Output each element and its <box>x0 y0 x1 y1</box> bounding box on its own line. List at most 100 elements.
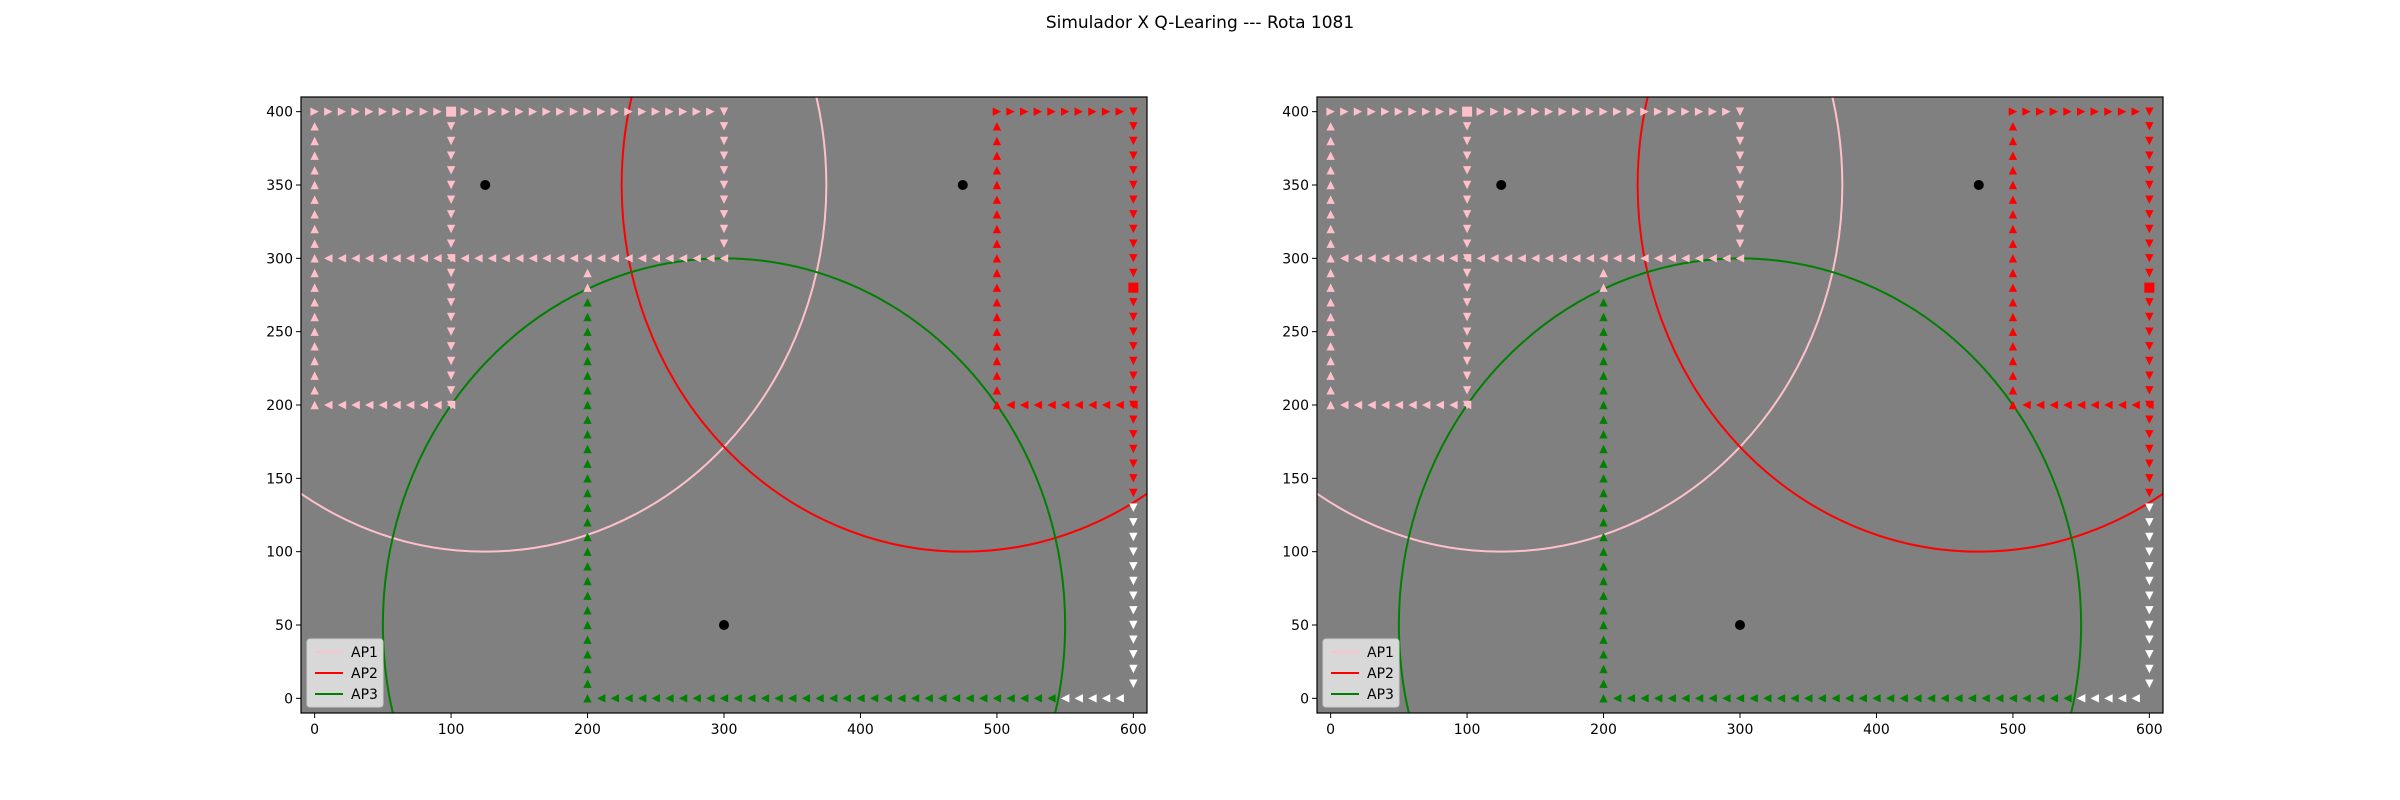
route-marker <box>378 400 388 410</box>
route-marker <box>610 694 620 703</box>
route-marker <box>1435 107 1445 116</box>
route-marker <box>351 107 360 116</box>
route-marker <box>1326 195 1335 204</box>
y-tick-label: 200 <box>266 398 293 414</box>
route-marker <box>1599 268 1608 278</box>
route-marker <box>651 254 660 263</box>
route-marker <box>2008 136 2018 146</box>
route-marker <box>2145 136 2154 146</box>
route-marker <box>583 400 592 410</box>
route-marker <box>992 356 1002 366</box>
route-marker <box>2145 356 2154 366</box>
route-marker <box>1129 386 1138 395</box>
route-marker <box>583 312 592 322</box>
route-marker <box>1129 664 1138 674</box>
route-marker <box>1421 400 1431 410</box>
route-marker <box>2022 694 2031 703</box>
route-marker <box>624 254 633 263</box>
y-tick-label: 400 <box>266 105 293 121</box>
route-marker <box>1129 136 1138 146</box>
route-marker <box>2090 694 2099 703</box>
route-marker <box>610 254 620 263</box>
route-marker <box>910 694 920 703</box>
route-marker <box>351 254 360 263</box>
route-marker <box>392 400 401 410</box>
route-marker <box>337 107 347 116</box>
route-marker <box>446 224 456 234</box>
route-marker <box>1694 694 1704 703</box>
route-marker <box>1129 210 1138 219</box>
route-marker <box>2008 327 2018 336</box>
route-marker <box>1885 694 1895 703</box>
route-marker <box>583 444 592 454</box>
route-marker <box>2145 620 2154 630</box>
route-marker <box>1129 444 1138 454</box>
route-marker <box>446 268 456 278</box>
route-marker <box>365 107 374 116</box>
route-marker <box>1019 400 1029 410</box>
route-marker <box>1954 694 1963 703</box>
route-marker <box>1381 400 1390 410</box>
route-marker <box>324 400 333 410</box>
route-marker <box>583 532 592 542</box>
route-marker <box>1476 107 1485 116</box>
route-marker <box>446 180 456 190</box>
route-marker <box>1129 532 1138 542</box>
route-marker <box>1353 254 1363 263</box>
route-marker <box>1585 254 1595 263</box>
x-tick-label: 200 <box>574 722 601 738</box>
route-marker <box>1599 532 1608 542</box>
chart-panel-left: 0 100 200 300 400 500 600 0 50 100 150 200 250 300 350… <box>266 96 1148 738</box>
route-marker <box>310 151 319 160</box>
route-marker <box>1599 503 1608 512</box>
route-marker <box>310 180 319 190</box>
legend-label-ap1: AP1 <box>1367 645 1394 661</box>
route-marker <box>1735 166 1745 175</box>
route-marker <box>842 694 852 703</box>
route-marker <box>1462 298 1472 307</box>
route-marker <box>1129 371 1138 380</box>
route-marker <box>1129 547 1138 556</box>
route-marker <box>1995 694 2004 703</box>
route-marker <box>1326 224 1335 234</box>
route-marker <box>828 694 838 703</box>
route-marker <box>1599 371 1608 380</box>
route-marker <box>2008 386 2018 395</box>
route-marker <box>1462 312 1472 322</box>
route-marker <box>1129 180 1138 190</box>
route-marker <box>1129 576 1138 586</box>
route-marker <box>1326 327 1335 336</box>
route-marker <box>474 254 483 263</box>
route-marker <box>1129 107 1138 116</box>
route-marker <box>706 254 715 263</box>
start-marker <box>2144 282 2155 293</box>
route-marker <box>1490 107 1499 116</box>
route-marker <box>1599 283 1608 292</box>
route-marker <box>446 122 456 131</box>
route-marker <box>637 694 647 703</box>
route-marker <box>719 210 729 219</box>
route-marker <box>1462 327 1472 336</box>
route-marker <box>719 694 729 703</box>
route-marker <box>1129 503 1138 512</box>
route-marker <box>719 151 729 160</box>
route-marker <box>1681 254 1690 263</box>
route-marker <box>692 254 701 263</box>
route-marker <box>446 371 456 380</box>
route-marker <box>2008 107 2018 116</box>
route-marker <box>1462 239 1472 248</box>
route-marker <box>992 371 1002 380</box>
route-marker <box>1503 254 1513 263</box>
route-marker <box>1326 239 1335 248</box>
route-marker <box>1129 635 1138 644</box>
route-marker <box>2104 107 2113 116</box>
route-marker <box>1408 254 1417 263</box>
route-marker <box>1033 107 1043 116</box>
route-marker <box>815 694 824 703</box>
route-marker <box>951 694 961 703</box>
route-marker <box>2145 371 2154 380</box>
route-marker <box>2008 371 2018 380</box>
route-marker <box>1599 298 1608 307</box>
route-marker <box>1681 107 1690 116</box>
route-marker <box>2145 210 2154 219</box>
